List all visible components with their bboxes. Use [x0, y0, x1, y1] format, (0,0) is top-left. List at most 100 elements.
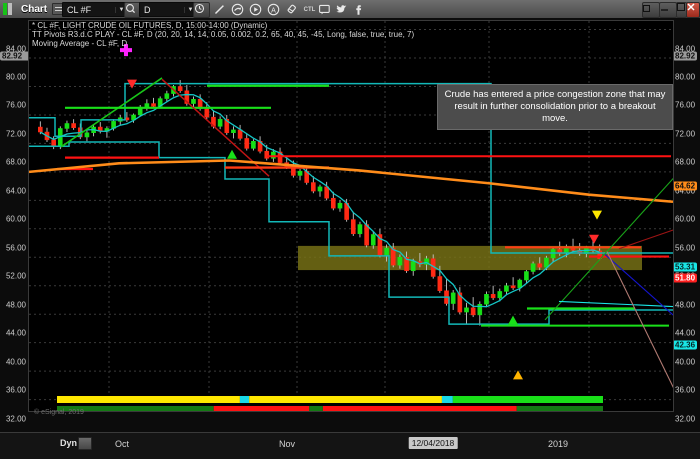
annotate-button[interactable]: [231, 3, 246, 16]
projection-line-gray: [606, 251, 673, 389]
upper-ribbon-segment: [441, 396, 453, 403]
projection-line-dark-red: [618, 229, 673, 250]
date-axis-label: Oct: [114, 439, 130, 449]
clock-icon: [194, 3, 205, 14]
axis-tick-left: 84.00: [5, 44, 26, 54]
legend-symbol-line: * CL #F, LIGHT CRUDE OIL FUTURES, D, 15:…: [32, 21, 268, 30]
chevron-down-icon[interactable]: ▼: [115, 6, 127, 13]
date-axis[interactable]: Dyn Oct Nov 2019 12/04/2018: [0, 432, 700, 459]
twitter-bird-icon: [336, 5, 347, 13]
candle-body: [397, 257, 403, 266]
lower-ribbon-segment: [516, 406, 603, 411]
symbol-search-button[interactable]: [124, 2, 141, 18]
projection-line-green: [544, 177, 673, 321]
magenta-cross-marker: [120, 44, 132, 57]
chat-button[interactable]: [318, 3, 333, 16]
date-axis-highlight[interactable]: 12/04/2018: [408, 437, 458, 449]
pivot-upper-channel: [29, 82, 673, 254]
candle-body: [84, 132, 90, 138]
candle-body: [510, 285, 516, 289]
candle-body: [437, 276, 443, 291]
candle-body: [271, 151, 276, 159]
price-axis-left[interactable]: 84.00 80.00 76.00 72.00 68.00 64.00 60.00 56.00…: [0, 38, 30, 428]
draw-line-button[interactable]: [213, 3, 228, 16]
chart-annotation-note[interactable]: Crude has entered a price congestion zon…: [437, 84, 673, 130]
candle-body: [424, 258, 429, 265]
yellow-warning-marker: [592, 210, 602, 220]
playback-button[interactable]: [249, 3, 264, 16]
candle-body: [244, 138, 250, 149]
symbol-input[interactable]: CL #F ▼: [62, 2, 128, 17]
axis-tick-right: 40.00: [675, 357, 696, 367]
cyan-price-tag[interactable]: 53.31: [673, 262, 698, 272]
axis-tick-right: 36.00: [675, 385, 696, 395]
cyan-support-tag[interactable]: 42.36: [673, 340, 698, 350]
speech-bubble-icon: [319, 4, 330, 15]
orange-price-tag[interactable]: 64.62: [673, 181, 698, 191]
candle-body: [390, 247, 396, 266]
interval-input[interactable]: D ▼: [139, 2, 197, 17]
candle-body: [357, 224, 363, 235]
eraser-icon: [287, 4, 296, 14]
price-axis-right[interactable]: 84.0080.0076.0072.0068.0064.0060.0056.00…: [672, 38, 700, 428]
alert-button[interactable]: A: [267, 3, 282, 16]
scale-top-tag[interactable]: 82.92: [673, 51, 698, 61]
candle-body: [470, 307, 476, 316]
axis-tick-left: 36.00: [5, 385, 26, 395]
candle-body: [217, 118, 223, 127]
candle-body: [537, 263, 543, 268]
axis-tick-left: 44.00: [5, 328, 26, 338]
candle-body: [51, 139, 56, 147]
candle-body: [71, 123, 76, 129]
axis-tick-left: 56.00: [5, 243, 26, 253]
twitter-button[interactable]: [335, 3, 350, 16]
window-title: Chart: [21, 3, 48, 15]
chevron-down-icon[interactable]: ▼: [184, 6, 196, 13]
price-plot-area[interactable]: [28, 20, 674, 412]
axis-tick-right: 72.00: [675, 129, 696, 139]
red-last-price-tag[interactable]: 51.80: [673, 273, 698, 283]
legend-moving-average-line: Moving Average - CL #F, D: [32, 39, 128, 48]
candle-body: [497, 291, 503, 299]
watermark: © eSignal, 2019: [34, 409, 84, 416]
axis-tick-right: 56.00: [675, 243, 696, 253]
candle-body: [191, 99, 196, 104]
interval-clock-button[interactable]: [193, 2, 210, 18]
congestion-zone-rectangle: [298, 245, 642, 271]
axis-tick-right: 84.00: [675, 44, 696, 54]
candle-body: [277, 151, 283, 163]
minimize-button[interactable]: [659, 2, 677, 18]
projection-line-cyan: [558, 300, 673, 308]
interval-value: D: [144, 4, 151, 15]
axis-tick-left: 72.00: [5, 129, 26, 139]
scale-top-tag-left[interactable]: 82.92: [0, 51, 30, 61]
eraser-button[interactable]: [285, 3, 300, 16]
svg-text:A: A: [271, 7, 276, 14]
candle-body: [504, 285, 509, 292]
candle-body: [597, 250, 602, 259]
axis-tick-left: 48.00: [5, 300, 26, 310]
axis-tick-left: 40.00: [5, 357, 26, 367]
axis-tick-left: 80.00: [5, 72, 26, 82]
lower-ribbon-segment: [309, 406, 323, 411]
axis-tick-left: 60.00: [5, 214, 26, 224]
symbol-value: CL #F: [67, 4, 92, 15]
descending-trendline-red: [161, 78, 270, 177]
candle-body: [317, 186, 323, 192]
candle-body: [184, 90, 190, 104]
candle-body: [251, 141, 256, 149]
restore-small-button[interactable]: [642, 2, 660, 18]
sell-signal-marker: [589, 234, 599, 244]
axis-tick-right: 48.00: [675, 300, 696, 310]
candle-body: [410, 261, 416, 272]
minimize-icon: [661, 9, 668, 11]
upper-ribbon-segment: [239, 396, 250, 403]
axis-tick-right: 32.00: [675, 414, 696, 424]
app-logo-icon: [3, 3, 17, 15]
facebook-button[interactable]: [352, 3, 367, 16]
close-button[interactable]: [686, 2, 700, 18]
candle-body: [38, 126, 43, 133]
dyn-settings-button[interactable]: [78, 437, 92, 450]
axis-tick-right: 80.00: [675, 72, 696, 82]
